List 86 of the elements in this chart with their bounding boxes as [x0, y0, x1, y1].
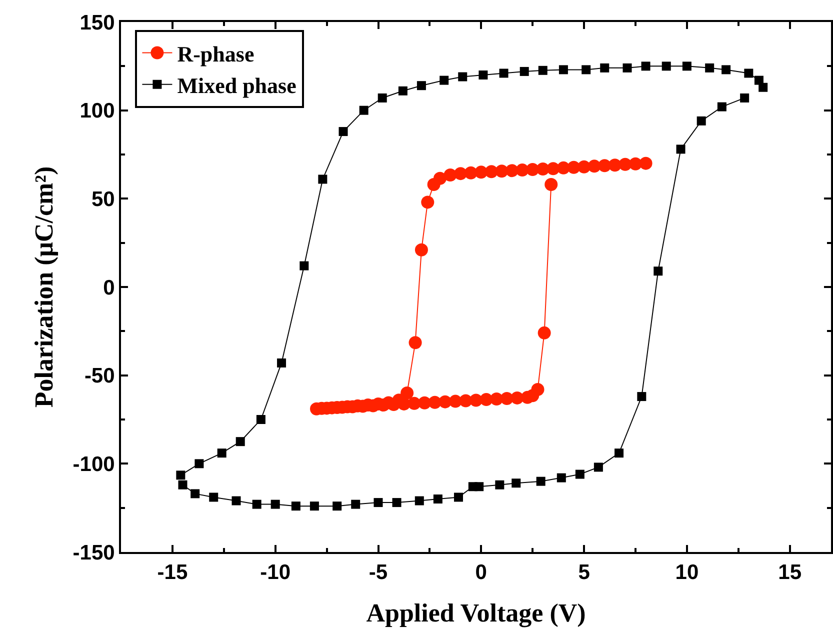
point: [332, 502, 342, 511]
point: [464, 166, 478, 180]
point: [637, 392, 646, 402]
point: [641, 62, 650, 71]
y-tick-label: -150: [72, 541, 115, 564]
point: [744, 68, 754, 78]
point: [722, 65, 731, 74]
point: [310, 502, 319, 511]
point: [398, 86, 408, 96]
point: [622, 63, 632, 72]
point: [474, 482, 484, 492]
point: [359, 106, 368, 115]
point: [252, 500, 262, 509]
point: [291, 502, 300, 511]
point: [600, 63, 610, 72]
point: [374, 498, 383, 508]
point: [433, 494, 442, 504]
point: [194, 459, 204, 468]
point: [575, 470, 584, 479]
point: [705, 63, 714, 72]
point: [676, 144, 686, 154]
point: [478, 70, 488, 80]
point: [444, 168, 457, 182]
point: [512, 478, 521, 488]
point: [416, 81, 426, 90]
point: [544, 178, 558, 192]
point: [495, 480, 504, 490]
point: [536, 476, 546, 486]
point: [717, 102, 726, 112]
point: [236, 437, 245, 446]
x-tick-label: 15: [778, 561, 802, 584]
point: [300, 261, 309, 270]
point: [338, 127, 348, 136]
point: [178, 480, 188, 490]
point: [427, 178, 440, 192]
x-tick-label: -10: [260, 561, 291, 584]
legend-label: R-phase: [177, 41, 254, 66]
point: [408, 336, 422, 350]
point: [538, 326, 551, 340]
point: [414, 496, 424, 506]
legend-label: Mixed phase: [177, 72, 297, 98]
point: [217, 448, 226, 458]
y-tick-label: -50: [84, 364, 115, 388]
point: [499, 68, 508, 78]
y-tick-label: 50: [91, 188, 115, 212]
point: [270, 500, 280, 509]
point: [277, 358, 286, 368]
point: [662, 62, 671, 71]
point: [378, 93, 387, 102]
point: [414, 243, 428, 256]
point: [754, 76, 764, 85]
point: [209, 492, 218, 502]
point: [556, 473, 566, 482]
point: [558, 65, 568, 74]
y-tick-label: 100: [80, 100, 115, 123]
point: [440, 76, 449, 85]
x-tick-label: 5: [578, 561, 590, 584]
point: [582, 65, 591, 74]
x-tick-label: 0: [475, 561, 487, 584]
point: [520, 66, 529, 76]
point: [351, 500, 360, 509]
x-tick-label: 10: [675, 561, 699, 584]
point: [614, 448, 624, 458]
point: [318, 174, 328, 184]
point: [458, 72, 468, 82]
x-axis-title: Applied Voltage (V): [366, 598, 586, 628]
point: [654, 266, 663, 276]
point: [190, 489, 200, 498]
point: [682, 62, 692, 71]
y-tick-label: 0: [103, 276, 115, 300]
x-tick-label: -15: [157, 561, 188, 584]
y-tick-label: -100: [72, 453, 115, 476]
point: [421, 196, 434, 209]
point: [454, 492, 464, 502]
y-tick-label: 150: [80, 11, 115, 34]
point: [594, 462, 603, 472]
point: [740, 93, 750, 102]
point: [256, 415, 266, 424]
y-axis-title: Polarization (μC/cm²): [30, 166, 59, 408]
point: [176, 470, 186, 480]
point: [232, 496, 241, 506]
point: [696, 116, 706, 126]
point: [392, 498, 402, 508]
point: [538, 66, 548, 75]
x-tick-label: -5: [368, 561, 388, 584]
point: [531, 382, 544, 396]
